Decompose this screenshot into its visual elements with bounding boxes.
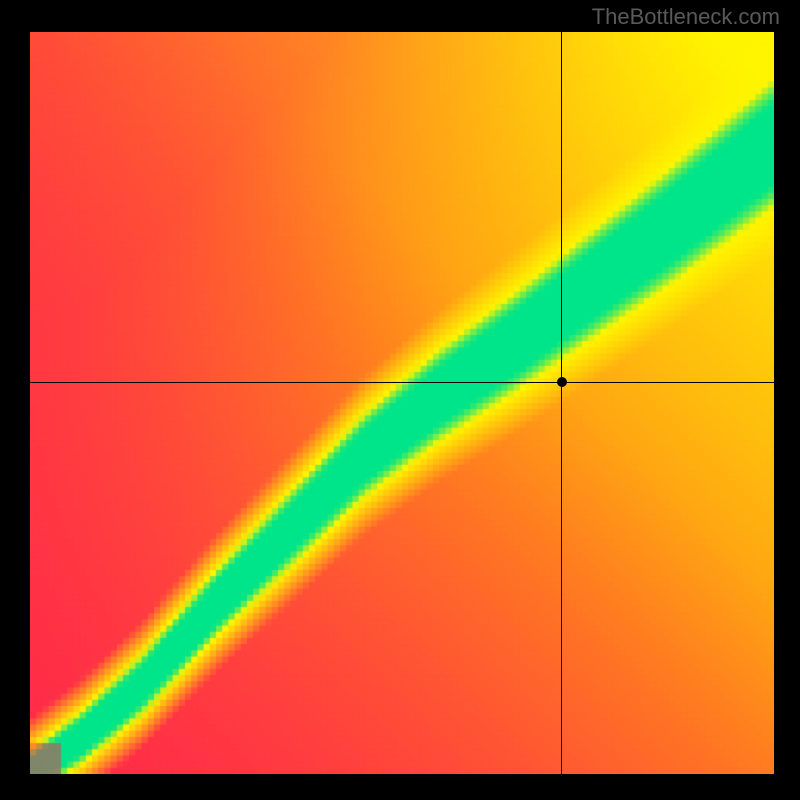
attribution-text: TheBottleneck.com <box>592 4 780 30</box>
heatmap-canvas <box>30 32 774 774</box>
crosshair-horizontal <box>30 382 774 383</box>
crosshair-marker <box>557 377 567 387</box>
crosshair-vertical <box>561 32 562 774</box>
chart-container: TheBottleneck.com <box>0 0 800 800</box>
plot-area <box>30 32 774 774</box>
